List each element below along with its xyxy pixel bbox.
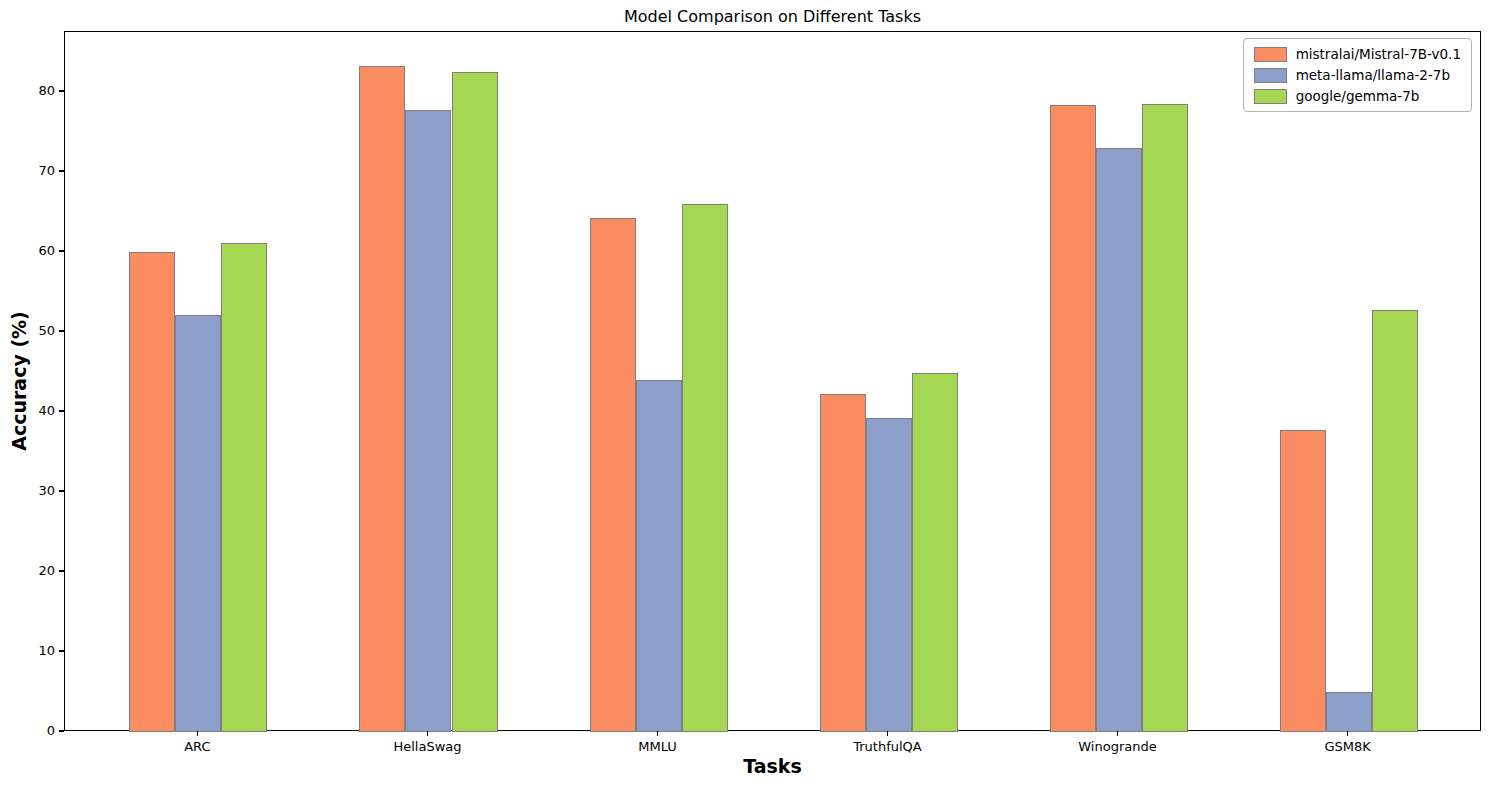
x-tick-label-HellaSwag: HellaSwag (338, 739, 518, 754)
x-tick-label-ARC: ARC (107, 739, 287, 754)
legend-label: mistralai/Mistral-7B-v0.1 (1296, 46, 1461, 62)
x-tick-label-Winogrande: Winogrande (1028, 739, 1208, 754)
y-tick-mark (59, 490, 64, 491)
legend-swatch-icon (1254, 68, 1287, 83)
bar-llama-2-7b-TruthfulQA (866, 418, 912, 732)
chart-figure: Model Comparison on Different Tasks Accu… (0, 0, 1489, 790)
legend-item: google/gemma-7b (1254, 88, 1461, 104)
legend-swatch-icon (1254, 89, 1287, 104)
y-tick-label: 10 (0, 643, 55, 659)
x-tick-label-MMLU: MMLU (568, 739, 748, 754)
x-tick-label-GSM8K: GSM8K (1258, 739, 1438, 754)
legend-item: mistralai/Mistral-7B-v0.1 (1254, 46, 1461, 62)
y-tick-mark (59, 250, 64, 251)
x-tick-mark (887, 731, 888, 736)
y-tick-label: 0 (0, 723, 55, 739)
bar-Mistral-7B-v0.1-HellaSwag (359, 66, 405, 732)
bar-gemma-7b-HellaSwag (452, 72, 498, 732)
bar-gemma-7b-TruthfulQA (912, 373, 958, 732)
y-tick-label: 20 (0, 563, 55, 579)
y-tick-mark (59, 410, 64, 411)
legend-label: google/gemma-7b (1296, 88, 1420, 104)
x-tick-mark (1347, 731, 1348, 736)
y-tick-label: 40 (0, 403, 55, 419)
y-tick-label: 30 (0, 483, 55, 499)
x-tick-label-TruthfulQA: TruthfulQA (798, 739, 978, 754)
y-tick-label: 70 (0, 163, 55, 179)
bar-llama-2-7b-GSM8K (1326, 692, 1372, 732)
bar-Mistral-7B-v0.1-Winogrande (1050, 105, 1096, 732)
y-tick-mark (59, 170, 64, 171)
bar-llama-2-7b-MMLU (636, 380, 682, 732)
legend: mistralai/Mistral-7B-v0.1 meta-llama/llam… (1243, 38, 1472, 112)
bar-Mistral-7B-v0.1-TruthfulQA (820, 394, 866, 732)
y-tick-label: 50 (0, 323, 55, 339)
y-tick-label: 60 (0, 243, 55, 259)
x-tick-mark (657, 731, 658, 736)
bar-gemma-7b-MMLU (682, 204, 728, 732)
y-tick-mark (59, 570, 64, 571)
y-tick-mark (59, 90, 64, 91)
legend-item: meta-llama/llama-2-7b (1254, 67, 1461, 83)
chart-title: Model Comparison on Different Tasks (64, 7, 1481, 26)
legend-label: meta-llama/llama-2-7b (1296, 67, 1450, 83)
bar-gemma-7b-GSM8K (1372, 310, 1418, 732)
bar-llama-2-7b-Winogrande (1096, 148, 1142, 732)
bar-gemma-7b-ARC (221, 243, 267, 732)
plot-area (64, 31, 1481, 731)
y-tick-label: 80 (0, 83, 55, 99)
legend-swatch-icon (1254, 47, 1287, 62)
y-tick-mark (59, 650, 64, 651)
bar-Mistral-7B-v0.1-MMLU (590, 218, 636, 732)
bar-llama-2-7b-ARC (175, 315, 221, 732)
x-tick-mark (1117, 731, 1118, 736)
x-tick-mark (197, 731, 198, 736)
bar-Mistral-7B-v0.1-GSM8K (1280, 430, 1326, 732)
bar-llama-2-7b-HellaSwag (405, 110, 451, 732)
y-tick-mark (59, 730, 64, 731)
x-axis-label: Tasks (64, 755, 1481, 777)
x-tick-mark (427, 731, 428, 736)
bar-gemma-7b-Winogrande (1142, 104, 1188, 732)
y-tick-mark (59, 330, 64, 331)
bar-Mistral-7B-v0.1-ARC (129, 252, 175, 732)
